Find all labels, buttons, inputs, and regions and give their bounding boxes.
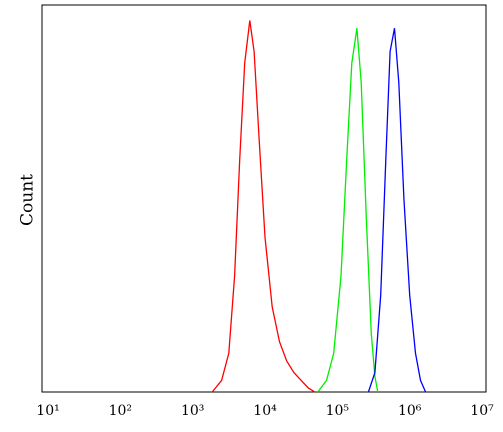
histogram-line [211,20,316,393]
x-tick-label: 10⁶ [398,403,422,419]
histogram-line [317,28,379,393]
y-axis-label: Count [18,174,38,226]
x-tick-label: 10³ [181,403,204,419]
x-tick-label: 10⁵ [326,403,350,419]
plot-frame [41,4,487,393]
x-tick-label: 10¹ [36,403,59,419]
x-tick-label: 10² [109,403,132,419]
histogram-line [367,28,427,393]
x-tick-label: 10⁷ [470,403,494,419]
x-tick-label: 10⁴ [253,403,277,419]
